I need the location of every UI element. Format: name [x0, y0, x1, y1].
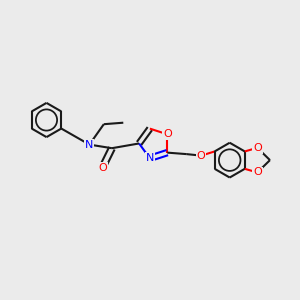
Text: N: N	[146, 153, 154, 163]
Text: O: O	[253, 167, 262, 177]
Text: N: N	[85, 140, 94, 150]
Text: O: O	[253, 143, 262, 153]
Text: O: O	[197, 151, 206, 160]
Text: O: O	[163, 129, 172, 139]
Text: O: O	[98, 163, 107, 173]
